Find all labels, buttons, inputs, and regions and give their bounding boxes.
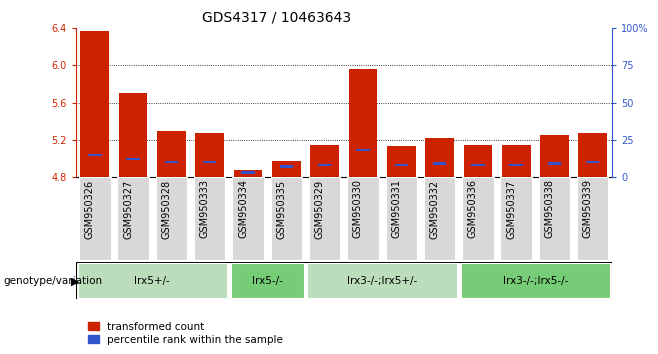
Text: GSM950327: GSM950327 (123, 179, 133, 239)
Bar (203, 161, 216, 163)
FancyBboxPatch shape (117, 177, 149, 260)
FancyBboxPatch shape (78, 263, 227, 298)
FancyBboxPatch shape (232, 177, 264, 260)
Text: GSM950338: GSM950338 (544, 179, 555, 239)
Bar (280, 165, 293, 168)
Bar (234, 171, 263, 177)
Bar (502, 145, 530, 177)
Bar (311, 145, 339, 177)
Bar (241, 171, 255, 174)
Bar (349, 69, 377, 177)
FancyBboxPatch shape (501, 177, 532, 260)
Bar (586, 161, 599, 163)
Bar (425, 138, 454, 177)
Bar (578, 133, 607, 177)
FancyBboxPatch shape (539, 177, 570, 260)
Bar (88, 154, 101, 156)
Bar (118, 93, 147, 177)
Bar (157, 131, 186, 177)
Text: lrx5-/-: lrx5-/- (252, 275, 283, 286)
Text: GSM950329: GSM950329 (315, 179, 324, 239)
Text: genotype/variation: genotype/variation (3, 276, 103, 286)
Text: GSM950333: GSM950333 (200, 179, 210, 239)
Text: GDS4317 / 10463643: GDS4317 / 10463643 (202, 11, 351, 25)
Text: GSM950339: GSM950339 (583, 179, 593, 239)
FancyBboxPatch shape (424, 177, 455, 260)
Text: ▶: ▶ (71, 276, 80, 286)
Bar (395, 164, 408, 166)
Text: GSM950332: GSM950332 (430, 179, 440, 239)
Bar (463, 145, 492, 177)
Text: lrx3-/-;lrx5-/-: lrx3-/-;lrx5-/- (503, 275, 568, 286)
Text: GSM950336: GSM950336 (468, 179, 478, 239)
Text: lrx5+/-: lrx5+/- (134, 275, 170, 286)
Bar (387, 146, 416, 177)
Bar (509, 164, 523, 166)
FancyBboxPatch shape (386, 177, 417, 260)
FancyBboxPatch shape (309, 177, 340, 260)
Bar (547, 162, 561, 165)
Text: GSM950328: GSM950328 (161, 179, 172, 239)
Bar (126, 158, 140, 160)
Bar (80, 31, 109, 177)
FancyBboxPatch shape (307, 263, 457, 298)
Text: GSM950337: GSM950337 (506, 179, 516, 239)
Bar (195, 133, 224, 177)
Text: GSM950335: GSM950335 (276, 179, 286, 239)
FancyBboxPatch shape (461, 263, 610, 298)
Text: lrx3-/-;lrx5+/-: lrx3-/-;lrx5+/- (347, 275, 417, 286)
Bar (164, 161, 178, 163)
Bar (540, 135, 569, 177)
Text: GSM950326: GSM950326 (85, 179, 95, 239)
FancyBboxPatch shape (79, 177, 111, 260)
Text: GSM950330: GSM950330 (353, 179, 363, 239)
FancyBboxPatch shape (156, 177, 187, 260)
Text: GSM950331: GSM950331 (392, 179, 401, 239)
Bar (433, 162, 446, 165)
FancyBboxPatch shape (270, 177, 302, 260)
FancyBboxPatch shape (231, 263, 303, 298)
Bar (318, 164, 332, 166)
Bar (471, 164, 484, 166)
FancyBboxPatch shape (577, 177, 609, 260)
Text: GSM950334: GSM950334 (238, 179, 248, 239)
FancyBboxPatch shape (194, 177, 226, 260)
Legend: transformed count, percentile rank within the sample: transformed count, percentile rank withi… (84, 317, 287, 349)
Bar (272, 161, 301, 177)
FancyBboxPatch shape (462, 177, 494, 260)
Bar (356, 149, 370, 152)
FancyBboxPatch shape (347, 177, 378, 260)
